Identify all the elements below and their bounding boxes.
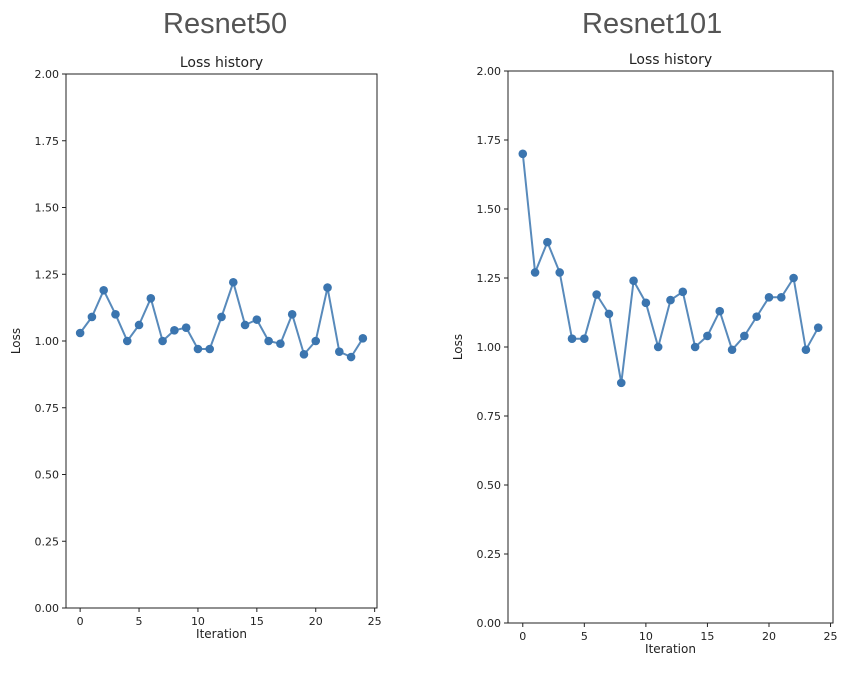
resnet50-xtick-label: 20 bbox=[309, 615, 323, 628]
resnet50-data-point bbox=[335, 347, 344, 356]
resnet101-data-point bbox=[703, 331, 712, 341]
resnet101-xtick-label: 0 bbox=[519, 630, 526, 643]
resnet101-ytick-label: 1.50 bbox=[477, 203, 502, 216]
resnet101-data-point bbox=[604, 309, 614, 319]
resnet101-data-point bbox=[740, 331, 749, 341]
resnet101-data-point bbox=[543, 237, 552, 247]
resnet50-ytick-label: 2.00 bbox=[35, 68, 60, 81]
resnet50-data-point bbox=[228, 277, 238, 287]
resnet101-data-point bbox=[530, 268, 540, 277]
resnet101-ytick-label: 1.25 bbox=[477, 272, 502, 285]
resnet50-ytick-label: 0.25 bbox=[35, 535, 60, 548]
resnet101-ytick-label: 0.00 bbox=[477, 617, 502, 630]
heading-resnet101: Resnet101 bbox=[582, 8, 723, 40]
resnet101-data-point bbox=[567, 334, 577, 344]
resnet50-data-point bbox=[276, 339, 285, 348]
resnet101-x-axis-label: Iteration bbox=[645, 642, 696, 656]
resnet50-data-point bbox=[134, 320, 144, 330]
resnet101-xtick-label: 10 bbox=[639, 630, 653, 643]
resnet50-ytick-label: 1.75 bbox=[35, 135, 60, 148]
resnet50-xtick-label: 0 bbox=[77, 615, 84, 628]
resnet101-data-point bbox=[776, 293, 786, 302]
resnet50-data-point bbox=[158, 336, 167, 346]
resnet50-data-point bbox=[111, 310, 120, 319]
resnet101-data-point bbox=[727, 345, 737, 355]
resnet101-data-point bbox=[555, 268, 565, 277]
resnet50-x-axis-label: Iteration bbox=[196, 627, 247, 641]
resnet101-data-point bbox=[678, 287, 688, 297]
resnet101-ytick-label: 1.00 bbox=[477, 341, 502, 354]
resnet50-data-point bbox=[146, 293, 156, 303]
resnet50-data-point bbox=[205, 344, 215, 354]
resnet50-data-point bbox=[299, 350, 309, 359]
resnet50-data-point bbox=[99, 285, 108, 295]
resnet50-xtick-label: 25 bbox=[368, 615, 382, 628]
resnet101-data-point bbox=[666, 295, 675, 305]
resnet50-data-point bbox=[252, 315, 262, 324]
resnet50-chart-title: Loss history bbox=[180, 55, 263, 71]
resnet50-data-point bbox=[264, 336, 273, 346]
resnet101-data-point bbox=[641, 298, 651, 308]
heading-resnet50: Resnet50 bbox=[163, 8, 288, 40]
resnet50-xtick-label: 10 bbox=[191, 615, 205, 628]
resnet101-ytick-label: 0.25 bbox=[477, 548, 502, 561]
resnet101-data-point bbox=[518, 149, 528, 159]
resnet101-chart-title: Loss history bbox=[629, 52, 712, 68]
resnet101-ytick-label: 0.50 bbox=[477, 479, 502, 492]
resnet50-ytick-label: 1.25 bbox=[35, 268, 60, 281]
resnet50-y-axis-label: Loss bbox=[9, 328, 23, 354]
resnet50-ytick-label: 1.50 bbox=[35, 202, 60, 215]
resnet50-data-point bbox=[240, 320, 250, 330]
resnet50-xtick-label: 15 bbox=[250, 615, 264, 628]
resnet50-data-point bbox=[287, 310, 297, 319]
resnet101-plot-frame bbox=[507, 70, 834, 624]
resnet50-ytick-label: 0.75 bbox=[35, 402, 60, 415]
resnet101-data-point bbox=[653, 342, 663, 352]
resnet50-data-point bbox=[181, 323, 191, 332]
resnet50-data-point bbox=[75, 328, 85, 338]
resnet50-ytick-label: 0.00 bbox=[35, 602, 60, 615]
resnet50-ytick-label: 0.50 bbox=[35, 469, 60, 482]
resnet101-xtick-label: 25 bbox=[824, 630, 838, 643]
resnet101-data-point bbox=[592, 290, 601, 299]
resnet50-data-point bbox=[358, 334, 368, 343]
resnet50-ytick-label: 1.00 bbox=[35, 335, 60, 348]
resnet101-ytick-label: 2.00 bbox=[477, 65, 502, 78]
resnet101-data-point bbox=[715, 306, 725, 316]
resnet101-y-axis-label: Loss bbox=[451, 334, 465, 360]
resnet101-data-point bbox=[813, 323, 823, 332]
resnet101-ytick-label: 1.75 bbox=[477, 134, 502, 147]
resnet50-data-point bbox=[311, 336, 321, 346]
resnet101-data-point bbox=[752, 312, 761, 321]
resnet101-data-point bbox=[801, 345, 811, 355]
resnet101-xtick-label: 20 bbox=[762, 630, 776, 643]
resnet101-xtick-label: 15 bbox=[700, 630, 714, 643]
resnet50-data-point bbox=[346, 352, 356, 362]
resnet50-data-point bbox=[122, 336, 132, 346]
resnet101-xtick-label: 5 bbox=[581, 630, 588, 643]
resnet50-data-point bbox=[193, 344, 203, 354]
resnet50-data-point bbox=[323, 283, 332, 292]
resnet50-xtick-label: 5 bbox=[136, 615, 143, 628]
resnet101-data-point bbox=[690, 342, 700, 352]
resnet101-data-point bbox=[629, 276, 638, 286]
resnet101-data-point bbox=[580, 334, 589, 344]
resnet101-data-point bbox=[764, 293, 774, 302]
resnet50-plot-frame bbox=[65, 73, 378, 609]
resnet101-ytick-label: 0.75 bbox=[477, 410, 502, 423]
resnet101-data-point bbox=[789, 273, 798, 283]
resnet101-loss-line bbox=[521, 153, 820, 384]
resnet50-data-point bbox=[217, 312, 226, 322]
resnet50-data-point bbox=[170, 326, 179, 335]
resnet50-data-point bbox=[87, 312, 97, 322]
resnet101-data-point bbox=[616, 378, 626, 388]
